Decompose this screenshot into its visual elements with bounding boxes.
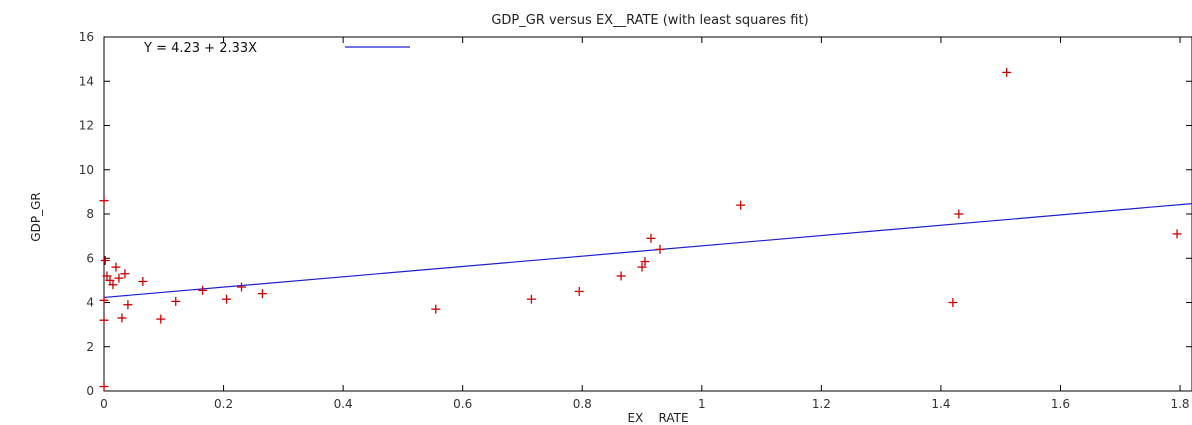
data-point [111,262,121,272]
x-tick-label: 0.2 [214,397,233,411]
chart-title: GDP_GR versus EX__RATE (with least squar… [491,13,808,28]
y-tick-label: 4 [86,296,94,310]
y-axis: 0 2 4 6 8 10 12 14 16 [79,30,1192,398]
y-tick-label: 14 [79,74,94,88]
data-point [736,200,746,210]
y-tick-label: 10 [79,163,94,177]
data-point [1002,67,1012,77]
data-point [123,300,133,310]
y-tick-label: 16 [79,30,94,44]
data-point [99,315,109,325]
y-tick-label: 12 [79,119,94,133]
x-axis-label: EX RATE [627,411,688,425]
data-point [948,298,958,307]
x-tick-label: 0.6 [453,397,472,411]
y-tick-label: 6 [86,251,94,265]
data-point [637,262,647,272]
data-point [222,294,232,304]
data-point [198,285,208,295]
data-point [99,382,109,392]
x-tick-label: 1.2 [812,397,831,411]
data-point [1172,229,1182,239]
x-axis: 0 0.2 0.4 0.6 0.8 1 1.2 1.4 1.6 1.8 [100,37,1190,411]
x-tick-label: 1.4 [931,397,950,411]
y-axis-label: GDP_GR [29,192,43,241]
y-tick-label: 2 [86,340,94,354]
plot-frame [103,36,1192,392]
data-point [640,257,650,267]
x-tick-label: 1.8 [1170,397,1189,411]
legend-fit-label: Y = 4.23 + 2.33X [143,41,257,56]
data-point [574,286,584,296]
y-tick-label: 8 [86,207,94,221]
data-point [108,280,118,290]
data-point [114,273,124,283]
data-point [171,296,181,306]
y-tick-label: 0 [86,384,94,398]
x-tick-label: 1 [698,397,706,411]
data-point [100,255,110,265]
data-point [616,271,626,281]
data-point [431,304,441,314]
x-tick-label: 0.4 [334,397,353,411]
data-point [526,294,536,304]
data-point [156,314,166,324]
fit-line [103,202,1192,299]
data-point [236,282,246,292]
data-point [117,313,127,323]
legend: Y = 4.23 + 2.33X [143,41,410,56]
x-tick-label: 1.6 [1051,397,1070,411]
data-point [646,233,656,243]
x-tick-label: 0 [100,397,108,411]
plot-area [99,67,1192,392]
data-point [138,276,148,286]
data-point [954,209,964,219]
data-point [99,295,109,305]
data-point [655,244,665,254]
data-point [257,289,267,299]
data-point [120,269,130,279]
x-tick-label: 0.8 [573,397,592,411]
data-point [99,196,109,206]
